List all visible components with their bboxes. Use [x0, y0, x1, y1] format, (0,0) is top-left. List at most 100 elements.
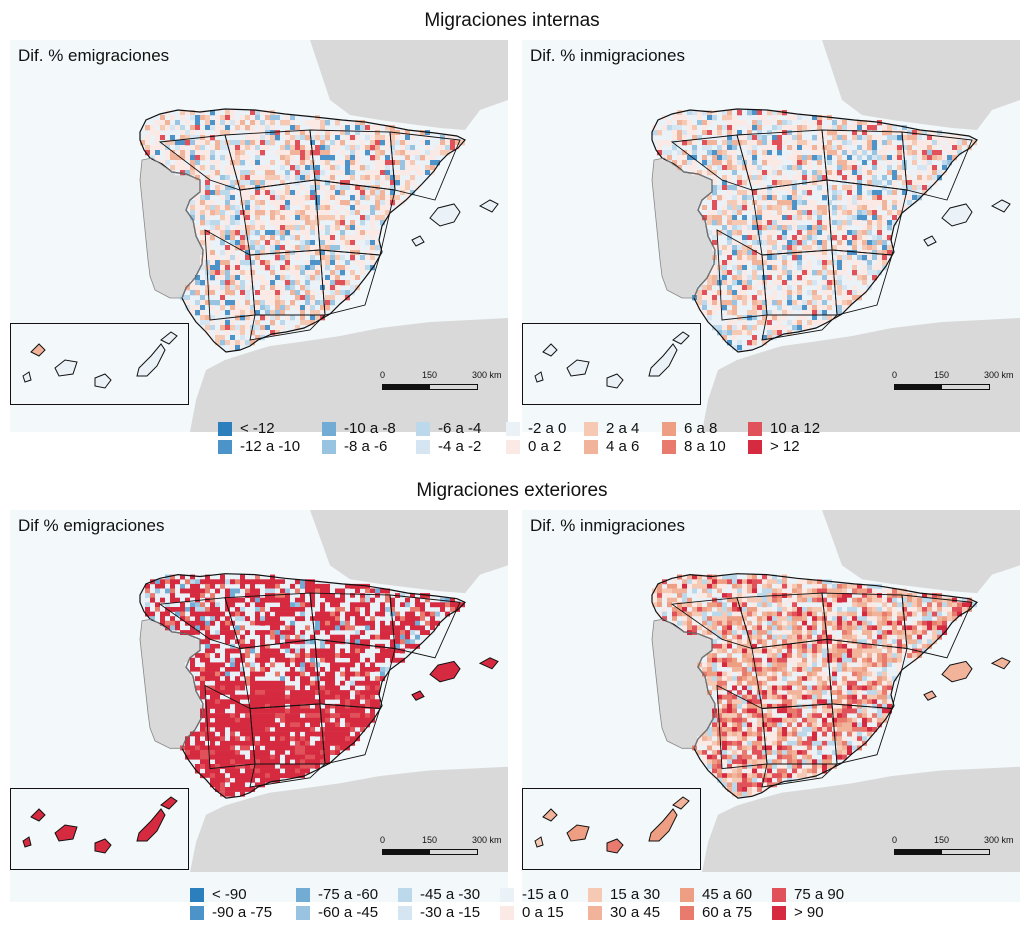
municipality-cell: [295, 588, 300, 594]
municipality-cell: [772, 160, 777, 166]
municipality-cell: [702, 611, 707, 617]
municipality-cell: [190, 200, 195, 206]
municipality-cell: [205, 235, 210, 241]
municipality-cell: [727, 115, 732, 121]
municipality-cell: [370, 260, 375, 266]
municipality-cell: [285, 634, 290, 640]
municipality-cell: [205, 574, 210, 580]
municipality-cell: [310, 671, 315, 677]
municipality-cell: [260, 764, 265, 769]
municipality-cell: [355, 250, 360, 256]
municipality-cell: [727, 275, 732, 281]
municipality-cell: [285, 205, 290, 211]
municipality-cell: [385, 170, 390, 176]
municipality-cell: [797, 588, 802, 594]
municipality-cell: [727, 295, 732, 301]
municipality-cell: [727, 135, 732, 141]
municipality-cell: [687, 120, 692, 126]
municipality-cell: [245, 708, 250, 714]
municipality-cell: [220, 750, 225, 755]
municipality-cell: [887, 180, 892, 186]
municipality-cell: [395, 643, 400, 649]
municipality-cell: [837, 240, 842, 246]
municipality-cell: [722, 290, 727, 296]
municipality-cell: [852, 120, 857, 126]
municipality-cell: [305, 754, 310, 760]
municipality-cell: [195, 620, 200, 626]
municipality-cell: [747, 140, 752, 146]
municipality-cell: [300, 616, 305, 622]
municipality-cell: [732, 265, 737, 271]
municipality-cell: [230, 667, 235, 672]
municipality-cell: [310, 125, 315, 131]
municipality-cell: [260, 773, 265, 779]
municipality-cell: [400, 165, 405, 171]
municipality-cell: [225, 777, 230, 783]
municipality-cell: [155, 583, 160, 589]
municipality-cell: [882, 205, 887, 211]
municipality-cell: [912, 155, 917, 161]
municipality-cell: [210, 125, 215, 131]
municipality-cell: [205, 300, 210, 306]
municipality-cell: [210, 583, 215, 589]
municipality-cell: [405, 630, 410, 635]
municipality-cell: [380, 676, 385, 682]
municipality-cell: [210, 200, 215, 206]
municipality-cell: [365, 230, 370, 236]
municipality-cell: [877, 255, 882, 261]
municipality-cell: [707, 602, 712, 608]
municipality-cell: [345, 699, 350, 705]
municipality-cell: [752, 335, 757, 341]
municipality-cell: [737, 220, 742, 226]
municipality-cell: [255, 579, 260, 585]
municipality-cell: [270, 694, 275, 700]
municipality-cell: [270, 275, 275, 281]
municipality-cell: [305, 602, 310, 608]
municipality-cell: [415, 597, 420, 603]
municipality-cell: [145, 607, 150, 612]
portugal-border: [139, 618, 204, 749]
municipality-cell: [365, 607, 370, 612]
municipality-cell: [230, 130, 235, 136]
balearic-island: [941, 203, 973, 227]
municipality-cell: [280, 195, 285, 201]
municipality-cell: [200, 727, 205, 732]
municipality-cell: [867, 602, 872, 608]
municipality-cell: [375, 205, 380, 211]
municipality-cell: [235, 579, 240, 585]
municipality-cell: [707, 210, 712, 216]
municipality-cell: [155, 140, 160, 146]
municipality-cell: [792, 210, 797, 216]
municipality-cell: [732, 335, 737, 341]
municipality-cell: [245, 773, 250, 779]
municipality-cell: [722, 195, 727, 201]
municipality-cell: [707, 280, 712, 286]
municipality-cell: [200, 265, 205, 271]
municipality-cell: [215, 190, 220, 196]
municipality-cell: [245, 125, 250, 131]
municipality-cell: [822, 260, 827, 266]
municipality-cell: [335, 671, 340, 677]
municipality-cell: [325, 602, 330, 608]
municipality-cell: [270, 115, 275, 121]
municipality-cell: [902, 195, 907, 201]
municipality-cell: [852, 125, 857, 131]
municipality-cell: [325, 165, 330, 171]
municipality-cell: [812, 200, 817, 206]
municipality-cell: [260, 275, 265, 281]
scale-label-150: 150: [422, 370, 438, 380]
municipality-cell: [240, 215, 245, 221]
municipality-cell: [365, 270, 370, 276]
municipality-cell: [310, 165, 315, 171]
municipality-cell: [240, 115, 245, 121]
municipality-cell: [877, 190, 882, 196]
municipality-cell: [245, 270, 250, 276]
municipality-cell: [862, 205, 867, 211]
municipality-cell: [215, 285, 220, 291]
municipality-cell: [762, 340, 767, 346]
municipality-cell: [395, 653, 400, 658]
municipality-cell: [400, 593, 405, 598]
municipality-cell: [847, 593, 852, 598]
municipality-cell: [300, 662, 305, 668]
municipality-cell: [300, 195, 305, 201]
